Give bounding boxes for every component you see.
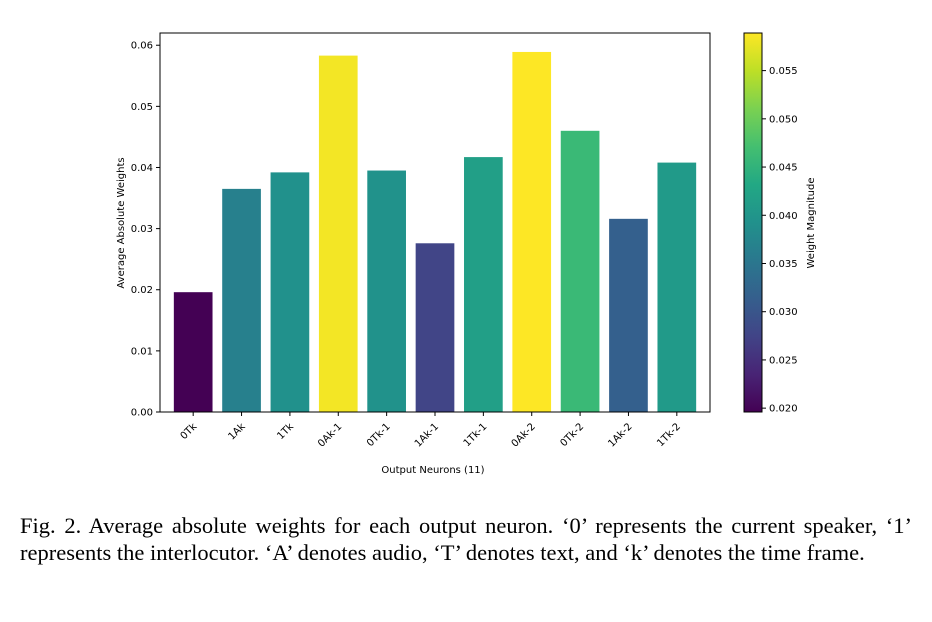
colorbar-tick-label: 0.040 xyxy=(769,211,798,222)
colorbar-tick-label: 0.055 xyxy=(769,66,798,77)
y-tick-label: 0.04 xyxy=(131,163,153,174)
colorbar-label: Weight Magnitude xyxy=(806,178,817,269)
colorbar-tick-label: 0.020 xyxy=(769,404,798,415)
bar-0Tk xyxy=(173,292,213,412)
bar-1Tk xyxy=(270,172,310,412)
y-tick-label: 0.06 xyxy=(131,41,153,52)
colorbar-tick-label: 0.045 xyxy=(769,163,798,174)
x-tick-label: 0Ak-2 xyxy=(510,421,538,449)
bar-0Ak-2 xyxy=(512,51,552,412)
colorbar: 0.020 0.025 0.030 0.035 0.040 0.045 0.050 0.055 xyxy=(743,32,798,415)
bar-chart: 0Tk 1Ak 1Tk 0Ak-1 0Tk-1 1Ak-1 1Tk-1 0Ak-2 0Tk-2 1… xyxy=(116,32,817,476)
x-tick-label: 0Tk xyxy=(179,421,200,442)
figure-caption: Fig. 2. Average absolute weights for eac… xyxy=(20,513,912,565)
bar-1Ak-2 xyxy=(609,218,648,412)
colorbar-tick-label: 0.030 xyxy=(769,307,798,318)
plot-area: 0Tk 1Ak 1Tk 0Ak-1 0Tk-1 1Ak-1 1Tk-1 0Ak-2 0Tk-2 1… xyxy=(131,32,711,450)
x-axis-label: Output Neurons (11) xyxy=(381,465,484,476)
colorbar-gradient xyxy=(743,32,763,413)
x-tick-label: 1Tk-2 xyxy=(655,421,683,449)
bar-0Tk-1 xyxy=(367,170,406,412)
bar-0Tk-2 xyxy=(560,130,600,412)
colorbar-tick-label: 0.025 xyxy=(769,355,798,366)
bar-1Tk-2 xyxy=(657,162,697,412)
x-tick-label: 1Ak-1 xyxy=(413,421,441,449)
bar-1Ak-1 xyxy=(415,243,455,412)
bar-1Tk-1 xyxy=(464,157,503,412)
x-tick-label: 1Ak xyxy=(226,421,247,442)
x-tick-label: 1Tk-1 xyxy=(462,421,490,449)
colorbar-tick-label: 0.050 xyxy=(769,114,798,125)
bar-0Ak-1 xyxy=(318,55,358,413)
x-tick-label: 0Tk-1 xyxy=(365,421,393,449)
y-tick-label: 0.05 xyxy=(131,102,153,113)
y-tick-label: 0.01 xyxy=(131,346,153,357)
y-tick-label: 0.03 xyxy=(131,224,153,235)
y-tick-label: 0.02 xyxy=(131,285,153,296)
bar-1Ak xyxy=(222,188,261,412)
x-tick-label: 0Ak-1 xyxy=(316,421,344,449)
x-tick-label: 1Tk xyxy=(275,421,296,442)
x-tick-label: 1Ak-2 xyxy=(606,421,634,449)
y-tick-label: 0.00 xyxy=(131,408,153,419)
y-axis-label: Average Absolute Weights xyxy=(116,157,127,288)
x-tick-label: 0Tk-2 xyxy=(558,421,586,449)
colorbar-tick-label: 0.035 xyxy=(769,259,798,270)
plot-frame xyxy=(159,32,711,413)
